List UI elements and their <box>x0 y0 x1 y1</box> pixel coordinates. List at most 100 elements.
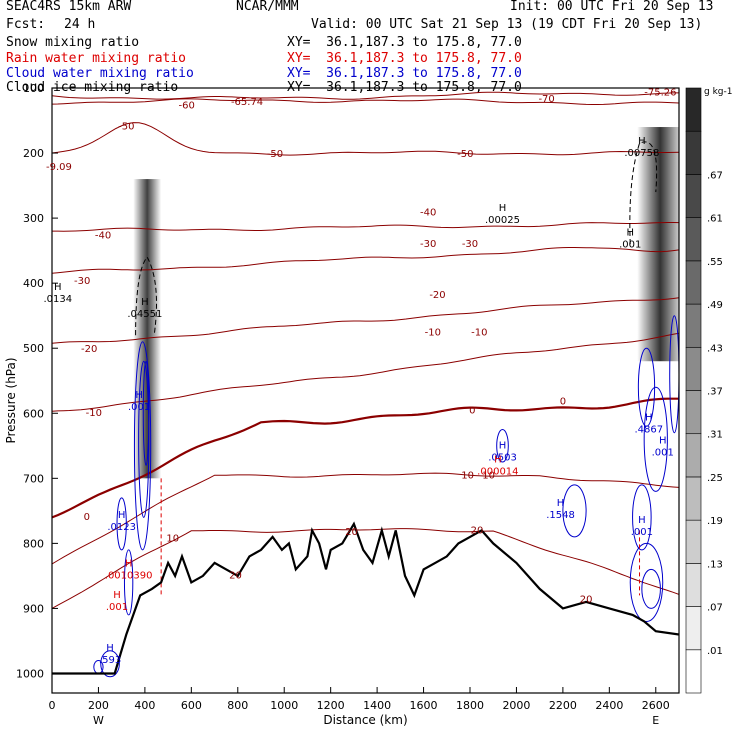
extremum-marker: H <box>106 643 114 654</box>
colorbar-segment <box>685 130 702 175</box>
field-snow-xy: XY= 36.1,187.3 to 175.8, 77.0 <box>287 35 522 50</box>
y-tick-label: 1000 <box>16 667 44 680</box>
y-tick-label: 600 <box>23 407 44 420</box>
colorbar-tick-label: .13 <box>707 559 723 570</box>
cloud-water-contour <box>116 497 127 551</box>
x-tick-label: 600 <box>181 699 202 712</box>
field-cloudwater-name: Cloud water mixing ratio <box>6 66 194 81</box>
extremum-marker: H <box>141 297 149 308</box>
isotherm--60 <box>52 98 679 105</box>
x-tick-label: 800 <box>227 699 248 712</box>
isotherm-label: -10 <box>86 408 102 419</box>
isotherm-label: -10 <box>471 327 487 338</box>
valid-time: Valid: 00 UTC Sat 21 Sep 13 (19 CDT Fri … <box>311 17 703 32</box>
x-tick-label: 400 <box>134 699 155 712</box>
extremum-marker: H <box>638 136 646 147</box>
x-tick-label: 2600 <box>642 699 670 712</box>
isotherm-label: 20 <box>229 571 242 582</box>
cloud-water-contour <box>133 341 152 551</box>
extremum-marker: H <box>659 436 667 447</box>
x-tick-label: 2200 <box>549 699 577 712</box>
isotherm-label: -10 <box>425 327 441 338</box>
isotherm--20 <box>52 297 679 344</box>
isotherm-label: -60 <box>179 100 195 111</box>
colorbar-segment <box>685 649 702 694</box>
extremum-value: .1548 <box>546 510 575 521</box>
colorbar-segment <box>685 174 702 218</box>
colorbar-segment <box>685 433 702 478</box>
plot-frame <box>51 87 680 694</box>
x-tick-label: 2000 <box>502 699 530 712</box>
isotherm-label: -50 <box>267 149 283 160</box>
colorbar-tick-label: .31 <box>707 430 723 441</box>
x-tick-label: 1200 <box>317 699 345 712</box>
cloud-water-contour <box>123 549 134 616</box>
colorbar-segment <box>685 476 702 521</box>
extremum-value: .00025 <box>485 215 520 226</box>
colorbar-tick-label: .43 <box>707 343 723 354</box>
isotherm--50 <box>52 122 679 156</box>
extremum-value: .04551 <box>127 309 162 320</box>
extremum-marker: H <box>626 228 634 239</box>
organization: NCAR/MMM <box>236 0 299 14</box>
extremum-marker: H <box>113 590 121 601</box>
x-tick-label: 200 <box>88 699 109 712</box>
isotherm-label: 0 <box>84 512 90 523</box>
endpoint-west: W <box>93 714 104 727</box>
cloud-water-contour <box>641 568 661 609</box>
colorbar-segment <box>685 519 702 564</box>
colorbar-tick-label: .25 <box>707 473 723 484</box>
isotherm-label: -20 <box>429 290 445 301</box>
extremum-marker: H <box>135 390 143 401</box>
isotherm-label: -20 <box>81 344 97 355</box>
x-tick-label: 2400 <box>595 699 623 712</box>
isotherm-label: -30 <box>420 239 436 250</box>
y-tick-label: 500 <box>23 342 44 355</box>
isotherm-10 <box>52 472 679 565</box>
terrain-line <box>52 521 679 675</box>
isotherm--70 <box>52 91 679 100</box>
y-axis-label: Pressure (hPa) <box>4 357 18 443</box>
isotherm-label: -40 <box>95 230 111 241</box>
cloud-water-contour <box>562 484 587 538</box>
field-rain-xy: XY= 36.1,187.3 to 175.8, 77.0 <box>287 51 522 66</box>
y-tick-label: 400 <box>23 277 44 290</box>
cloud-water-contour <box>142 360 150 466</box>
isotherm--10 <box>52 332 679 412</box>
isotherm-label: -9.09 <box>46 162 72 173</box>
field-cloudwater-xy: XY= 36.1,187.3 to 175.8, 77.0 <box>287 66 522 81</box>
y-tick-label: 700 <box>23 472 44 485</box>
isotherm-label: 20 <box>345 527 358 538</box>
cloud-ice-plume-east <box>637 127 679 362</box>
extremum-value: .0123 <box>107 522 136 533</box>
extremum-marker: H <box>499 440 507 451</box>
extremum-value: .593 <box>99 655 121 666</box>
y-tick-label: 100 <box>23 82 44 95</box>
extremum-marker: H <box>494 455 502 466</box>
extremum-value: .4867 <box>634 424 663 435</box>
cloud-water-contour <box>643 386 668 492</box>
extremum-marker: H <box>118 510 126 521</box>
isotherm--40 <box>52 222 679 232</box>
colorbar-segment <box>685 87 702 132</box>
x-tick-label: 1000 <box>270 699 298 712</box>
colorbar-tick-label: .61 <box>707 214 723 225</box>
snow-contour-west <box>135 256 157 336</box>
colorbar-segment <box>685 303 702 348</box>
isotherm-label: 0 <box>560 396 566 407</box>
colorbar-tick-label: .49 <box>707 300 723 311</box>
x-tick-label: 0 <box>49 699 56 712</box>
extremum-marker: H <box>125 559 133 570</box>
isotherm-0 <box>52 397 679 519</box>
isotherm-label: 0 <box>469 405 475 416</box>
colorbar-segment <box>685 217 702 262</box>
cloud-water-contour <box>629 542 664 622</box>
field-snow-name: Snow mixing ratio <box>6 35 140 50</box>
extremum-value: .000014 <box>477 467 518 478</box>
isotherm--30 <box>52 247 679 274</box>
extremum-marker: H <box>499 203 507 214</box>
colorbar-tick-label: .19 <box>707 516 723 527</box>
colorbar-tick-label: .55 <box>707 257 723 268</box>
y-tick-label: 800 <box>23 537 44 550</box>
